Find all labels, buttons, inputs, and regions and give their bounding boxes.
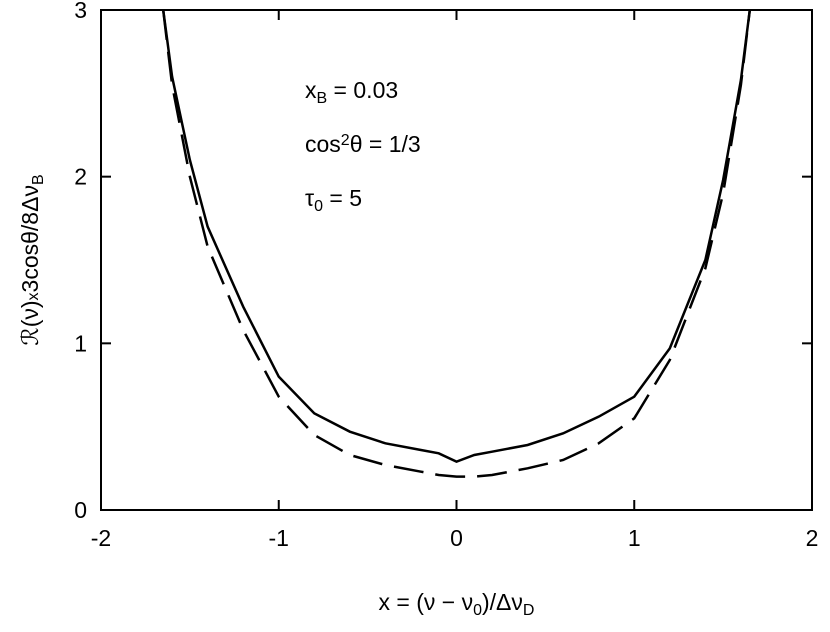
label-part: θ = 1/3: [350, 131, 421, 157]
label-part: x = (ν − ν: [379, 589, 474, 615]
x-tick-label: -1: [269, 525, 289, 551]
label-part: x: [305, 77, 317, 103]
x-tick-label: 2: [806, 525, 819, 551]
label-part: 3cosθ/8Δν: [17, 185, 43, 292]
x-tick-label: 0: [450, 525, 463, 551]
x-tick-label: 1: [628, 525, 641, 551]
y-tick-label: 1: [74, 330, 87, 356]
label-part: 2: [341, 132, 350, 149]
y-tick-label: 0: [74, 497, 87, 523]
label-part: τ: [305, 185, 314, 211]
label-part: x: [25, 292, 42, 300]
x-axis-label: x = (ν − ν0)/ΔνD: [379, 589, 535, 619]
label-part: D: [523, 602, 535, 619]
label-part: 0: [314, 198, 323, 215]
y-tick-label: 3: [74, 0, 87, 23]
label-part: cos: [305, 131, 341, 157]
y-axis-label: ℛ(ν)x3cosθ/8ΔνB: [17, 174, 47, 345]
label-part: = 0.03: [327, 77, 398, 103]
label-part: ℛ(ν): [17, 300, 43, 345]
x-tick-label: -2: [91, 525, 111, 551]
line-series: [161, 10, 752, 478]
annotation: cos2θ = 1/3: [305, 131, 421, 157]
annotation: xB = 0.03: [305, 77, 398, 107]
label-part: 0: [473, 602, 482, 619]
label-part: B: [317, 90, 328, 107]
label-part: B: [30, 174, 47, 185]
label-part: )/Δν: [482, 589, 523, 615]
label-part: = 5: [323, 185, 362, 211]
y-tick-label: 2: [74, 164, 87, 190]
annotation: τ0 = 5: [305, 185, 362, 215]
line-series: [161, 10, 752, 464]
